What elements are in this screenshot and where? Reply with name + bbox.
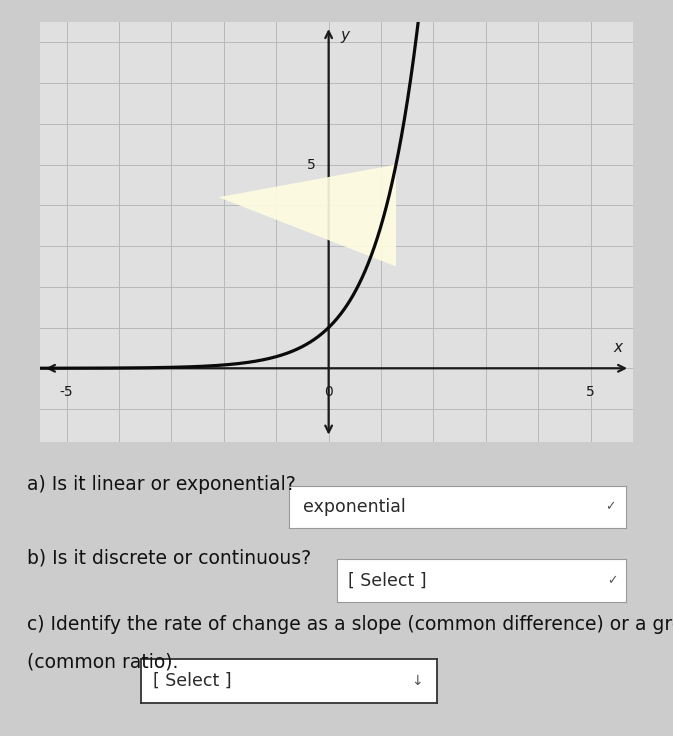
- Text: x: x: [613, 340, 622, 355]
- Text: exponential: exponential: [303, 498, 406, 516]
- Text: ↓: ↓: [411, 673, 423, 688]
- Text: a) Is it linear or exponential?: a) Is it linear or exponential?: [27, 475, 295, 494]
- Polygon shape: [219, 165, 396, 266]
- Text: y: y: [340, 28, 349, 43]
- Text: ✓: ✓: [606, 574, 617, 587]
- Text: [ Select ]: [ Select ]: [348, 572, 427, 590]
- Text: (common ratio).: (common ratio).: [27, 653, 178, 672]
- Text: 5: 5: [586, 385, 595, 399]
- Text: c) Identify the rate of change as a slope (common difference) or a growth: c) Identify the rate of change as a slop…: [27, 615, 673, 634]
- Text: 5: 5: [307, 158, 316, 171]
- Text: b) Is it discrete or continuous?: b) Is it discrete or continuous?: [27, 548, 311, 567]
- Text: -5: -5: [60, 385, 73, 399]
- Text: 0: 0: [324, 385, 333, 399]
- Text: [ Select ]: [ Select ]: [153, 672, 232, 690]
- Text: ✓: ✓: [605, 500, 616, 514]
